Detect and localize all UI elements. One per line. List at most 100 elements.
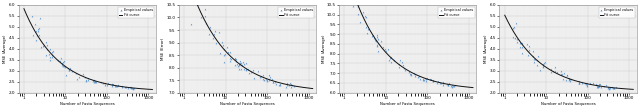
Empirical values: [56, 64, 67, 66]
Line: Fit curve: Fit curve: [344, 0, 473, 88]
Empirical values: [216, 41, 227, 43]
Empirical values: [31, 30, 41, 31]
Empirical values: [593, 85, 604, 87]
Empirical values: [381, 50, 391, 52]
Empirical values: [286, 86, 296, 88]
Empirical values: [275, 84, 285, 86]
Empirical values: [574, 82, 584, 83]
Empirical values: [284, 84, 294, 86]
Empirical values: [511, 22, 522, 24]
Empirical values: [522, 43, 532, 44]
Fit curve: [71, 72, 79, 73]
Empirical values: [38, 46, 49, 47]
Empirical values: [601, 85, 611, 86]
Empirical values: [232, 63, 243, 65]
Empirical values: [605, 87, 616, 89]
Empirical values: [65, 68, 76, 69]
Empirical values: [362, 32, 372, 34]
Empirical values: [398, 64, 408, 66]
Empirical values: [422, 77, 433, 79]
Empirical values: [45, 59, 55, 61]
Empirical values: [33, 28, 43, 30]
Empirical values: [287, 84, 298, 86]
Empirical values: [419, 79, 429, 81]
Empirical values: [200, 8, 211, 10]
Fit curve: [261, 77, 269, 79]
Fit curve: [594, 85, 602, 86]
Empirical values: [387, 61, 397, 63]
Fit curve: [433, 81, 441, 83]
Empirical values: [241, 68, 252, 70]
Empirical values: [418, 78, 428, 80]
Empirical values: [428, 80, 438, 82]
Empirical values: [269, 81, 280, 83]
Empirical values: [28, 34, 38, 36]
Empirical values: [100, 84, 110, 86]
Empirical values: [511, 38, 522, 40]
Empirical values: [186, 23, 196, 25]
Empirical values: [230, 64, 240, 66]
Empirical values: [418, 79, 428, 81]
Legend: Empirical values, Fit curve: Empirical values, Fit curve: [598, 7, 635, 18]
Empirical values: [406, 74, 417, 76]
Empirical values: [529, 58, 540, 59]
Empirical values: [71, 72, 81, 74]
Empirical values: [508, 26, 518, 28]
Empirical values: [234, 65, 244, 66]
Empirical values: [219, 54, 229, 56]
Empirical values: [406, 73, 416, 75]
Empirical values: [394, 66, 404, 68]
Empirical values: [512, 42, 522, 43]
Empirical values: [60, 66, 70, 68]
Empirical values: [108, 83, 118, 85]
Fit curve: [222, 51, 230, 52]
Empirical values: [267, 78, 277, 79]
Empirical values: [239, 68, 249, 70]
Empirical values: [193, 3, 204, 5]
Empirical values: [361, 26, 371, 27]
Empirical values: [236, 62, 246, 64]
Empirical values: [78, 73, 88, 74]
Empirical values: [222, 46, 232, 48]
Empirical values: [116, 86, 127, 88]
Empirical values: [125, 88, 136, 89]
Empirical values: [88, 81, 99, 82]
Empirical values: [595, 84, 605, 85]
Empirical values: [517, 53, 527, 54]
Empirical values: [413, 76, 423, 77]
Empirical values: [371, 41, 381, 42]
Empirical values: [268, 81, 278, 83]
Empirical values: [361, 16, 371, 18]
Fit curve: [469, 87, 477, 88]
Empirical values: [249, 77, 259, 79]
Fit curve: [113, 85, 121, 87]
Empirical values: [362, 28, 372, 30]
Empirical values: [102, 84, 113, 86]
Empirical values: [61, 74, 71, 76]
Empirical values: [438, 84, 448, 86]
Empirical values: [219, 49, 229, 50]
Empirical values: [373, 42, 383, 44]
Empirical values: [255, 76, 266, 78]
Fit curve: [582, 83, 589, 84]
Empirical values: [574, 82, 584, 84]
Fit curve: [231, 60, 239, 61]
Empirical values: [32, 35, 42, 36]
Empirical values: [421, 78, 431, 80]
Empirical values: [400, 69, 410, 71]
Empirical values: [577, 82, 588, 84]
Empirical values: [111, 85, 122, 87]
Empirical values: [566, 78, 576, 80]
Empirical values: [539, 63, 549, 64]
Empirical values: [257, 74, 268, 76]
Empirical values: [538, 66, 548, 68]
Legend: Empirical values, Fit curve: Empirical values, Fit curve: [438, 7, 474, 18]
Empirical values: [559, 72, 569, 74]
Legend: Empirical values, Fit curve: Empirical values, Fit curve: [118, 7, 154, 18]
X-axis label: Number of Fasta Sequences: Number of Fasta Sequences: [60, 101, 115, 106]
Empirical values: [48, 50, 58, 52]
Fit curve: [101, 83, 109, 84]
Empirical values: [367, 34, 378, 36]
Empirical values: [540, 61, 550, 63]
Empirical values: [274, 84, 284, 86]
